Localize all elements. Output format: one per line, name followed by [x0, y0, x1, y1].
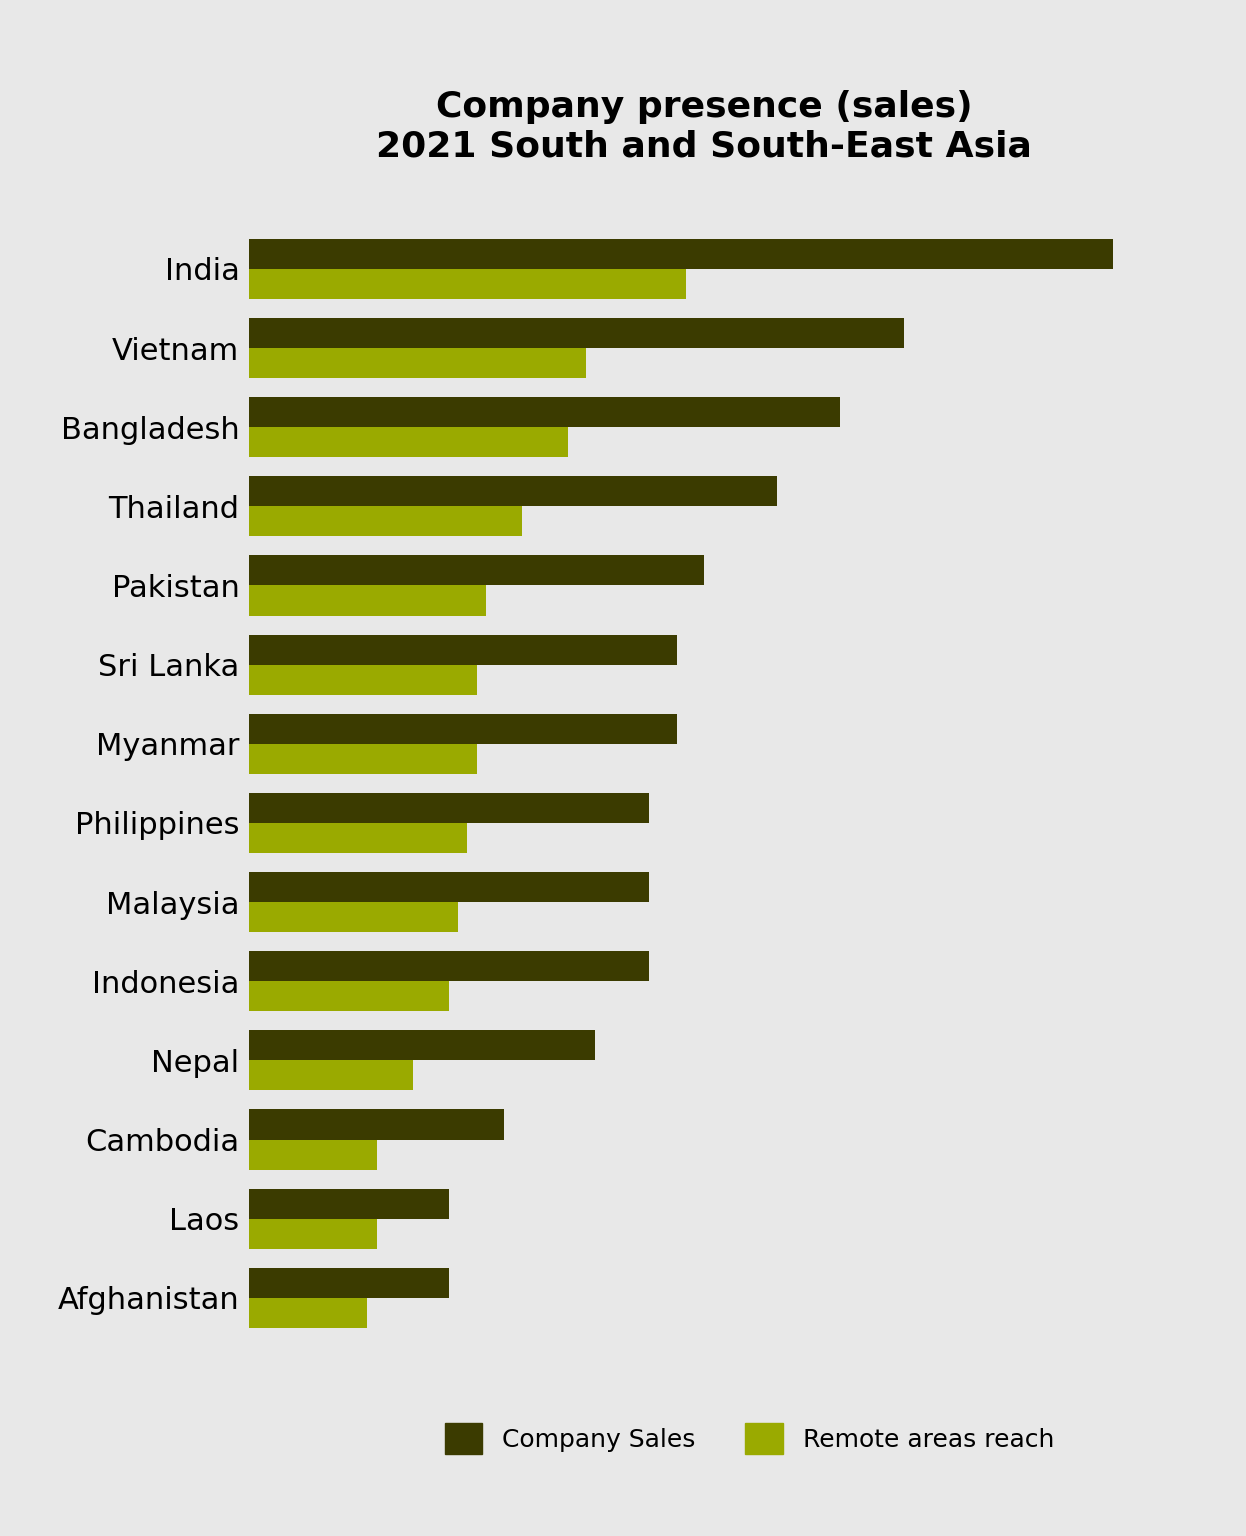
Bar	[249, 269, 685, 300]
Title: Company presence (sales)
2021 South and South-East Asia: Company presence (sales) 2021 South and …	[376, 91, 1032, 163]
Bar	[249, 585, 486, 616]
Bar	[249, 634, 677, 665]
Bar	[249, 1189, 450, 1218]
Bar	[249, 1218, 376, 1249]
Bar	[249, 398, 840, 427]
Bar	[249, 793, 649, 823]
Bar	[249, 902, 459, 932]
Bar	[249, 1267, 450, 1298]
Bar	[249, 743, 476, 774]
Bar	[249, 714, 677, 743]
Bar	[249, 872, 649, 902]
Bar	[249, 318, 905, 349]
Bar	[249, 507, 522, 536]
Bar	[249, 1060, 412, 1091]
Bar	[249, 951, 649, 982]
Bar	[249, 1031, 594, 1060]
Bar	[249, 823, 467, 852]
Bar	[249, 982, 450, 1011]
Bar	[249, 349, 586, 378]
Bar	[249, 1109, 503, 1140]
Bar	[249, 665, 476, 694]
Bar	[249, 427, 568, 458]
Bar	[249, 1298, 368, 1329]
Bar	[249, 1140, 376, 1169]
Bar	[249, 238, 1114, 269]
Bar	[249, 556, 704, 585]
Legend: Company Sales, Remote areas reach: Company Sales, Remote areas reach	[445, 1424, 1054, 1453]
Bar	[249, 476, 776, 507]
